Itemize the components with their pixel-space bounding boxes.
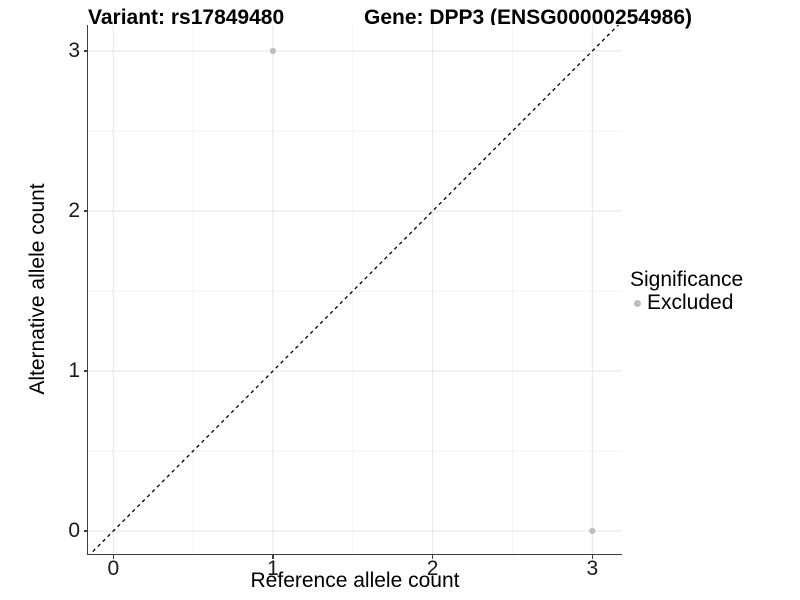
- data-point: [269, 47, 276, 55]
- x-tick-label: 3: [586, 557, 599, 580]
- plot-title-variant: Variant: rs17849480: [88, 6, 285, 29]
- legend-title: Significance: [630, 268, 744, 291]
- identity-dashed-line: [88, 25, 619, 554]
- y-tick-label: 0: [68, 519, 80, 542]
- plot-title-gene: Gene: DPP3 (ENSG00000254986): [364, 6, 693, 29]
- x-tick-mark: [112, 554, 115, 559]
- x-tick-mark: [431, 554, 434, 559]
- y-tick-mark: [83, 210, 88, 212]
- y-tick-label: 2: [68, 199, 80, 222]
- x-tick-label: 2: [426, 557, 439, 580]
- x-tick-mark: [272, 554, 274, 559]
- y-tick-label: 3: [68, 39, 80, 62]
- data-point: [588, 527, 595, 535]
- plot-canvas: [87, 25, 622, 554]
- legend-item-label: Excluded: [647, 291, 734, 314]
- legend-point-icon: [634, 299, 641, 307]
- legend: Significance Excluded: [630, 268, 743, 314]
- x-tick-label: 1: [267, 557, 279, 580]
- x-tick-label: 0: [107, 557, 120, 580]
- y-tick-mark: [83, 530, 88, 532]
- x-axis-title: Reference allele count: [250, 569, 460, 592]
- y-tick-mark: [83, 50, 88, 52]
- x-tick-mark: [591, 554, 594, 559]
- legend-item-excluded: Excluded: [630, 292, 743, 314]
- plot-panel: [86, 25, 622, 555]
- y-tick-label: 1: [68, 359, 80, 382]
- y-tick-mark: [83, 370, 88, 372]
